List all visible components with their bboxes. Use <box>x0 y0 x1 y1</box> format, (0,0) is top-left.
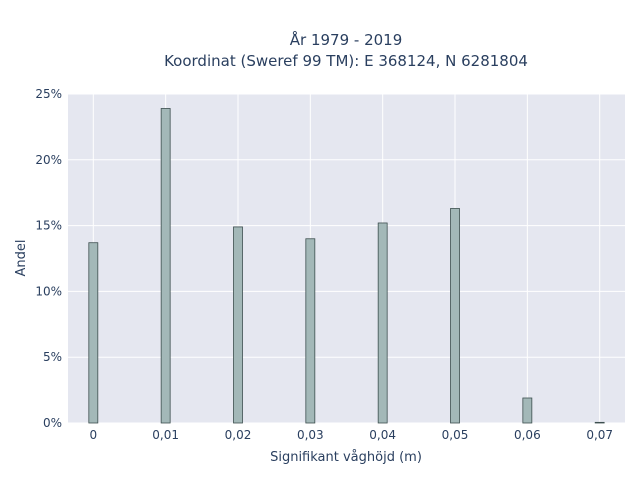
y-tick-label: 5% <box>43 350 62 364</box>
y-tick-label: 20% <box>35 153 62 167</box>
plot-area <box>68 94 625 423</box>
histogram-bar <box>233 226 243 424</box>
histogram-bar <box>160 108 171 424</box>
x-tick-label: 0,01 <box>152 428 179 442</box>
y-axis-title: Andel <box>14 240 29 277</box>
histogram-bar <box>450 208 460 424</box>
chart-title-line-1: År 1979 - 2019 <box>290 30 403 49</box>
x-tick-label: 0 <box>89 428 97 442</box>
histogram-bar <box>594 421 605 424</box>
y-tick-label: 0% <box>43 416 62 430</box>
x-tick-label: 0,04 <box>369 428 396 442</box>
x-tick-label: 0,03 <box>297 428 324 442</box>
y-tick-label: 25% <box>35 87 62 101</box>
bars <box>88 108 605 424</box>
histogram-bar <box>305 238 316 424</box>
histogram-bar <box>377 222 388 424</box>
y-tick-label: 15% <box>35 219 62 233</box>
x-tick-label: 0,06 <box>514 428 541 442</box>
y-tick-labels: 0% 5% 10% 15% 20% 25% <box>35 87 62 430</box>
x-tick-labels: 0 0,01 0,02 0,03 0,04 0,05 0,06 0,07 <box>89 428 613 442</box>
x-tick-label: 0,07 <box>586 428 613 442</box>
x-axis-title: Signifikant våghöjd (m) <box>270 450 422 465</box>
histogram-bar <box>522 397 533 424</box>
x-tick-label: 0,02 <box>225 428 252 442</box>
chart-title-line-2: Koordinat (Sweref 99 TM): E 368124, N 62… <box>164 52 528 70</box>
histogram-bar <box>88 242 99 424</box>
x-tick-label: 0,05 <box>442 428 469 442</box>
y-tick-label: 10% <box>35 284 62 298</box>
